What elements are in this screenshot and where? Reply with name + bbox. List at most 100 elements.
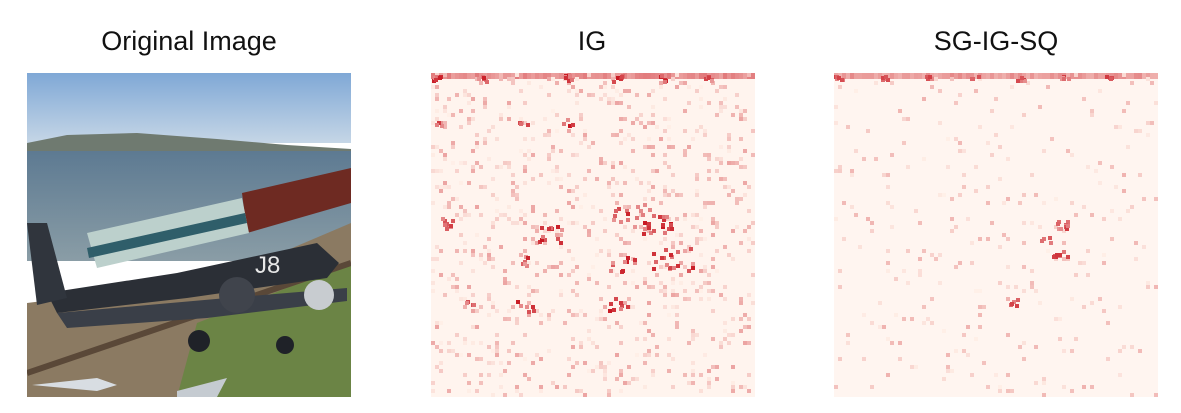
heat-cell bbox=[1050, 137, 1054, 141]
heat-cell bbox=[499, 361, 503, 365]
heat-cell bbox=[946, 73, 950, 79]
heat-hotspot bbox=[643, 203, 647, 207]
heat-cell bbox=[902, 269, 906, 273]
heat-cell bbox=[531, 209, 535, 213]
heat-cell bbox=[838, 85, 842, 89]
heat-hotspot bbox=[526, 256, 530, 260]
heat-cell bbox=[459, 125, 463, 129]
heat-cell bbox=[691, 337, 695, 341]
heat-cell bbox=[575, 73, 579, 79]
heat-cell bbox=[447, 389, 451, 393]
heat-cell bbox=[918, 221, 922, 225]
heat-cell bbox=[463, 73, 467, 79]
heat-cell bbox=[567, 357, 571, 361]
heat-cell bbox=[679, 73, 683, 79]
heat-cell bbox=[615, 201, 619, 205]
heat-cell bbox=[1098, 89, 1102, 93]
heat-cell bbox=[535, 353, 539, 357]
heat-cell bbox=[479, 305, 483, 309]
heat-cell bbox=[631, 121, 635, 125]
heat-cell bbox=[651, 373, 655, 377]
heat-cell bbox=[938, 281, 942, 285]
heat-cell bbox=[1082, 205, 1086, 209]
heat-cell bbox=[723, 321, 727, 325]
heat-cell bbox=[623, 241, 627, 245]
heat-cell bbox=[1066, 73, 1070, 79]
heat-cell bbox=[475, 73, 479, 79]
heat-hotspot bbox=[616, 76, 620, 80]
heat-cell bbox=[663, 189, 667, 193]
heat-cell bbox=[727, 253, 731, 257]
heat-cell bbox=[507, 161, 511, 165]
heat-cell bbox=[1102, 261, 1106, 265]
heat-cell bbox=[547, 77, 551, 81]
original-image-title: Original Image bbox=[101, 26, 277, 56]
heat-cell bbox=[607, 101, 611, 105]
heat-cell bbox=[994, 133, 998, 137]
heat-cell bbox=[707, 153, 711, 157]
heat-cell bbox=[862, 313, 866, 317]
heat-cell bbox=[994, 97, 998, 101]
heat-cell bbox=[910, 317, 914, 321]
heat-cell bbox=[854, 73, 858, 79]
heat-cell bbox=[563, 321, 567, 325]
heat-cell bbox=[902, 117, 906, 121]
heat-cell bbox=[675, 217, 679, 221]
heat-cell bbox=[443, 153, 447, 157]
heat-cell bbox=[1014, 285, 1018, 289]
heat-cell bbox=[679, 261, 683, 265]
heat-hotspot bbox=[633, 258, 637, 262]
heat-cell bbox=[643, 337, 647, 341]
heat-cell bbox=[990, 221, 994, 225]
heat-cell bbox=[1102, 253, 1106, 257]
heat-cell bbox=[483, 261, 487, 265]
heat-cell bbox=[946, 365, 950, 369]
heat-cell bbox=[575, 93, 579, 97]
heat-cell bbox=[435, 325, 439, 329]
heat-cell bbox=[507, 317, 511, 321]
heat-cell bbox=[838, 357, 842, 361]
heat-hotspot bbox=[485, 80, 489, 84]
heat-cell bbox=[699, 389, 703, 393]
heat-hotspot bbox=[635, 216, 639, 220]
heat-cell bbox=[711, 217, 715, 221]
heat-cell bbox=[551, 145, 555, 149]
heat-hotspot bbox=[568, 124, 572, 128]
heat-cell bbox=[607, 97, 611, 101]
heat-cell bbox=[471, 325, 475, 329]
heat-cell bbox=[910, 365, 914, 369]
heat-cell bbox=[615, 321, 619, 325]
heat-cell bbox=[743, 149, 747, 153]
heat-cell bbox=[547, 349, 551, 353]
heat-cell bbox=[942, 329, 946, 333]
heat-cell bbox=[1058, 337, 1062, 341]
heat-cell bbox=[639, 181, 643, 185]
heat-cell bbox=[1130, 73, 1134, 79]
heat-cell bbox=[1090, 385, 1094, 389]
heat-cell bbox=[866, 217, 870, 221]
heat-cell bbox=[978, 125, 982, 129]
heat-cell bbox=[483, 101, 487, 105]
heat-cell bbox=[607, 181, 611, 185]
heat-cell bbox=[695, 173, 699, 177]
heat-cell bbox=[691, 73, 695, 79]
heat-cell bbox=[715, 269, 719, 273]
heat-cell bbox=[435, 85, 439, 89]
heat-cell bbox=[743, 117, 747, 121]
heat-cell bbox=[535, 73, 539, 79]
heat-cell bbox=[595, 281, 599, 285]
heat-cell bbox=[743, 313, 747, 317]
heat-hotspot bbox=[652, 267, 656, 271]
heat-cell bbox=[703, 237, 707, 241]
heat-cell bbox=[747, 341, 751, 345]
heat-hotspot bbox=[1059, 227, 1063, 231]
heat-cell bbox=[531, 361, 535, 365]
heat-cell bbox=[918, 257, 922, 261]
heat-cell bbox=[483, 141, 487, 145]
heat-cell bbox=[719, 105, 723, 109]
heat-hotspot bbox=[613, 214, 617, 218]
heat-cell bbox=[435, 345, 439, 349]
heat-cell bbox=[711, 337, 715, 341]
heat-cell bbox=[958, 93, 962, 97]
heat-cell bbox=[459, 261, 463, 265]
